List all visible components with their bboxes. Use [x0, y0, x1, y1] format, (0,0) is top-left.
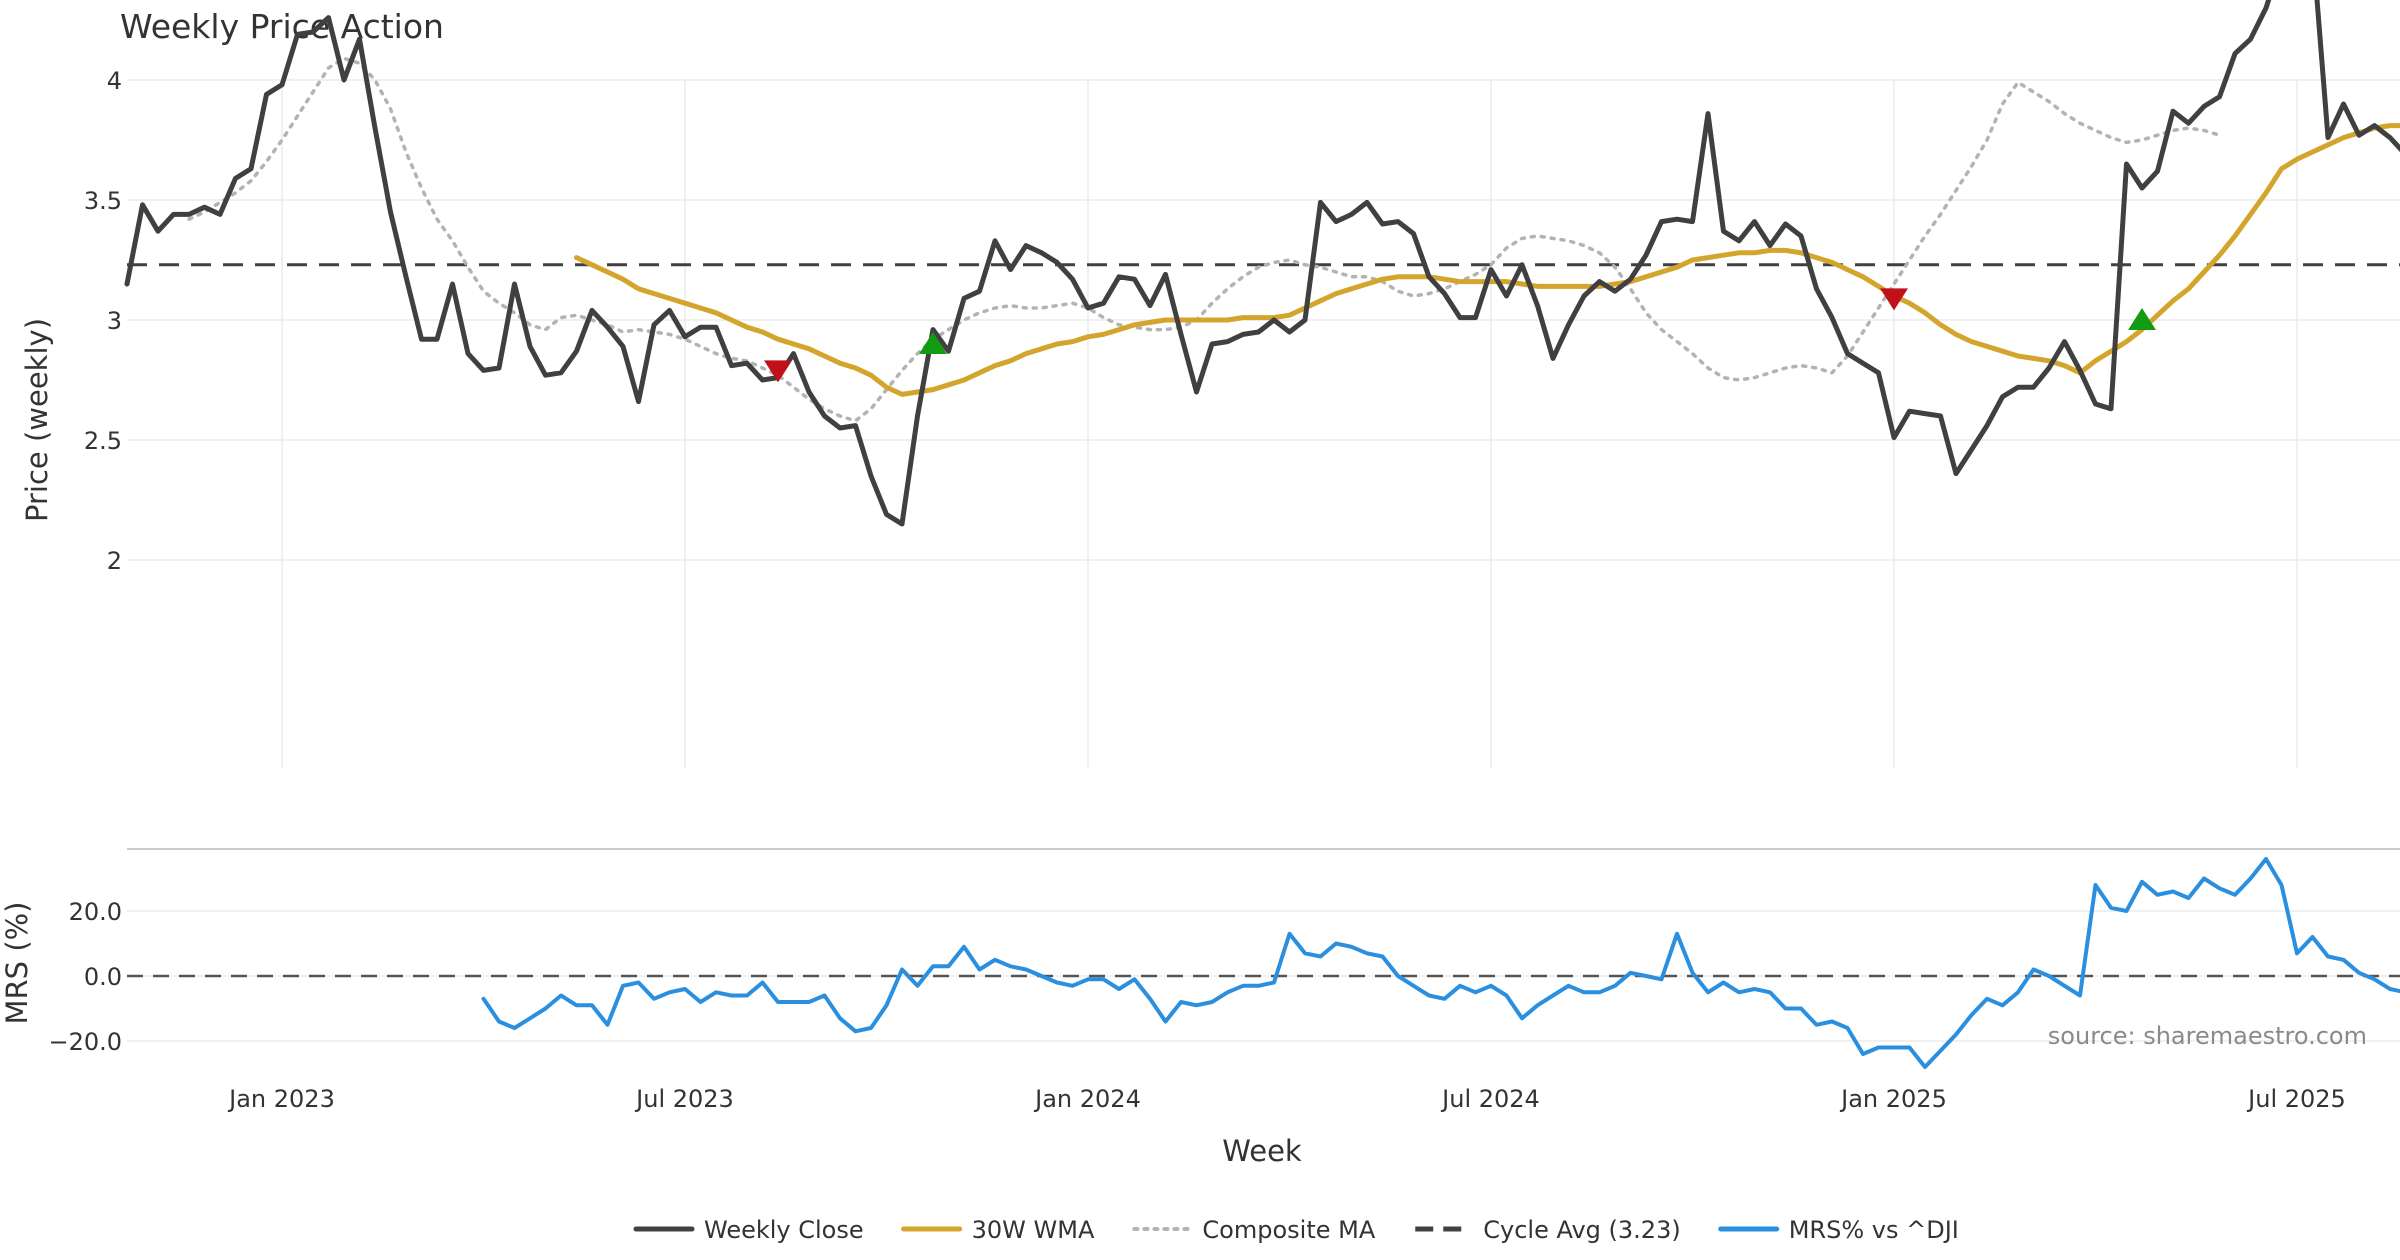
price-y-tick-3: 3.5 — [84, 187, 122, 215]
series-mrs-vs-dji — [481, 857, 2400, 1069]
price-y-tick-1: 2.5 — [84, 427, 122, 455]
sell-signal-marker-0 — [764, 360, 792, 383]
buy-signal-marker-1 — [919, 332, 947, 354]
price-y-axis-label: Price (weekly) — [20, 318, 54, 522]
x-tick-jul-2024: Jul 2024 — [1440, 1085, 1540, 1113]
mrs-series — [127, 857, 2400, 1069]
mrs-y-tick-2: 20.0 — [69, 898, 122, 926]
x-axis-label: Week — [1222, 1134, 1302, 1168]
series-composite-ma — [187, 56, 2222, 423]
mrs-y-tick-0: −20.0 — [48, 1028, 122, 1056]
legend-label-weekly-close: Weekly Close — [704, 1216, 864, 1244]
x-tick-jul-2025: Jul 2025 — [2246, 1085, 2346, 1113]
buy-signal-marker-3 — [2128, 308, 2156, 330]
x-tick-jul-2023: Jul 2023 — [634, 1085, 734, 1113]
legend-label-mrs-vs-dji: MRS% vs ^DJI — [1789, 1216, 1959, 1244]
sell-signal-marker-2 — [1880, 288, 1908, 311]
price-series — [124, 0, 2400, 527]
x-ticks: Jan 2023 Jul 2023 Jan 2024 Jul 2024 Jan 2025… — [227, 1085, 2346, 1113]
price-y-tick-2: 3 — [107, 307, 122, 335]
price-gridlines — [127, 79, 2400, 768]
legend-label-30w-wma: 30W WMA — [972, 1216, 1095, 1244]
series-weekly-close — [124, 0, 2400, 527]
legend-label-composite-ma: Composite MA — [1202, 1216, 1375, 1244]
price-y-tick-0: 2 — [107, 547, 122, 575]
x-tick-jan-2023: Jan 2023 — [227, 1085, 335, 1113]
series-30w-wma — [574, 123, 2400, 397]
signal-markers — [764, 288, 2156, 383]
mrs-y-tick-1: 0.0 — [84, 963, 122, 991]
x-tick-jan-2025: Jan 2025 — [1839, 1085, 1947, 1113]
mrs-y-axis-label: MRS (%) — [0, 902, 34, 1025]
source-label: source: sharemaestro.com — [2048, 1022, 2367, 1050]
chart-title: Weekly Price Action — [120, 7, 444, 46]
price-y-tick-4: 4 — [107, 67, 122, 95]
x-tick-jan-2024: Jan 2024 — [1033, 1085, 1141, 1113]
legend: Weekly Close 30W WMA Composite MA Cycle Avg… — [633, 1216, 1959, 1244]
mrs-y-ticks: −20.0 0.0 20.0 — [48, 898, 122, 1056]
legend-label-cycle-avg-3-23: Cycle Avg (3.23) — [1483, 1216, 1680, 1244]
price-y-ticks: 22.533.544.5 — [84, 67, 122, 575]
